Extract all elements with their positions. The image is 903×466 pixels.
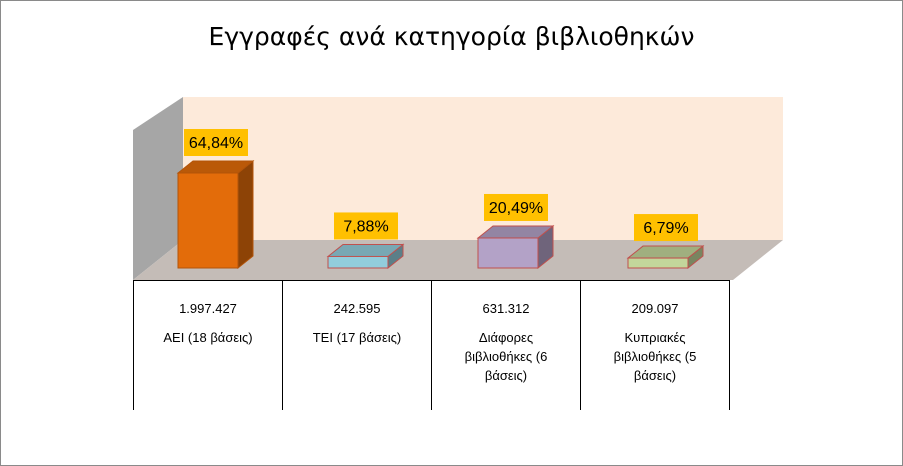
bar	[477, 237, 539, 269]
data-label: 20,49%	[489, 200, 543, 217]
data-label-box	[484, 193, 548, 221]
data-label-box	[334, 212, 398, 240]
floor	[133, 240, 783, 280]
category-cell: ΤΕΙ (17 βάσεις)	[282, 326, 432, 410]
category-label-line: βάσεις)	[633, 368, 677, 383]
back-wall	[183, 97, 783, 240]
value-cell: 1.997.427	[133, 280, 283, 326]
value-cell: 209.097	[580, 280, 730, 326]
bar-side	[237, 159, 254, 270]
data-label: 64,84%	[189, 135, 243, 152]
category-label-line: βάσεις)	[484, 368, 528, 383]
data-label-box	[184, 128, 248, 156]
category-label-line: βιβλιοθήκες (5	[613, 349, 697, 364]
category-label-line: Διάφορες	[478, 330, 534, 345]
bar	[327, 255, 389, 269]
category-cell: Διάφορες βιβλιοθήκες (6 βάσεις)	[431, 326, 581, 410]
data-table: 1.997.427 242.595 631.312 209.097 ΑΕΙ (1…	[133, 280, 730, 410]
bar	[177, 172, 239, 269]
chart-title: Εγγραφές ανά κατηγορία βιβλιοθηκών	[208, 22, 695, 51]
bar	[627, 257, 689, 269]
value-cell: 631.312	[431, 280, 581, 326]
category-cell: ΑΕΙ (18 βάσεις)	[133, 326, 283, 410]
category-label-line: ΑΕΙ (18 βάσεις)	[163, 330, 253, 345]
category-label-line: βιβλιοθήκες (6	[464, 349, 548, 364]
data-label: 6,79%	[643, 220, 688, 237]
data-label-box	[634, 214, 698, 242]
side-wall	[133, 97, 183, 280]
category-cell: Κυπριακές βιβλιοθήκες (5 βάσεις)	[580, 326, 730, 410]
category-label-line: ΤΕΙ (17 βάσεις)	[312, 330, 402, 345]
category-label-line: Κυπριακές	[624, 330, 686, 345]
value-cell: 242.595	[282, 280, 432, 326]
data-label: 7,88%	[343, 218, 388, 235]
